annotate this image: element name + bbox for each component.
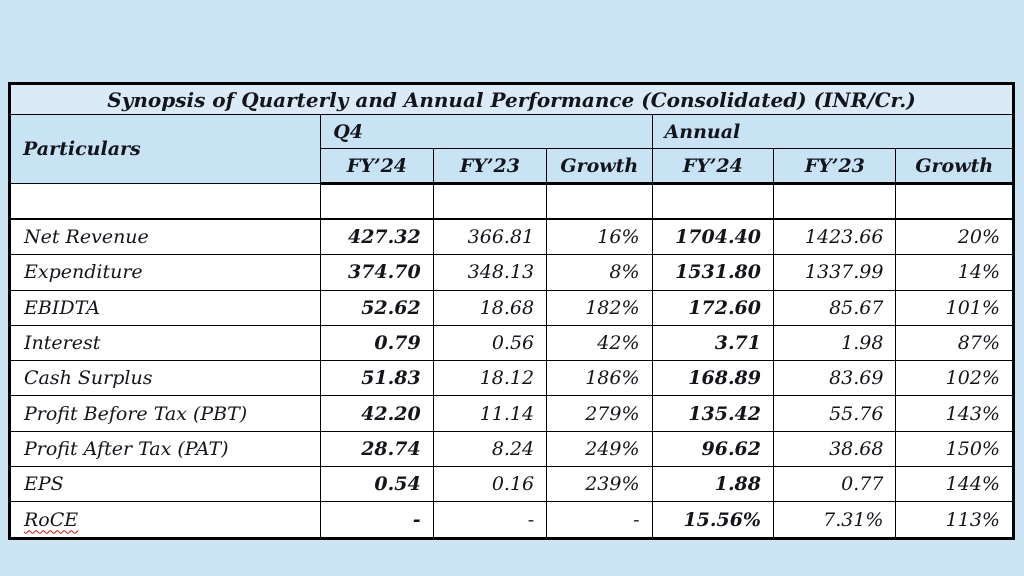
cell-q4-fy24: 427.32 — [320, 218, 434, 256]
cell-q4-fy24: - — [320, 501, 434, 539]
table-row-cash-surplus: Cash Surplus 51.83 18.12 186% 168.89 83.… — [8, 360, 1014, 397]
table-row-pbt: Profit Before Tax (PBT) 42.20 11.14 279%… — [8, 395, 1014, 432]
cell-annual-growth: 113% — [895, 501, 1014, 539]
cell-q4-growth: 42% — [546, 324, 653, 362]
cell-q4-fy24: 374.70 — [320, 254, 434, 291]
row-label: RoCE — [24, 508, 79, 531]
cell-q4-fy24: 51.83 — [320, 360, 434, 397]
cell-annual-growth: 87% — [895, 324, 1014, 362]
row-label: Cash Surplus — [8, 360, 322, 397]
cell-q4-growth: 239% — [546, 466, 653, 503]
cell-q4-growth: 182% — [546, 289, 653, 326]
annual-fy24-header: FY’24 — [651, 148, 775, 185]
cell-q4-growth: - — [546, 501, 653, 539]
annual-growth-header: Growth — [895, 148, 1014, 185]
table-row-eps: EPS 0.54 0.16 239% 1.88 0.77 144% — [8, 466, 1014, 503]
cell-q4-fy24: 42.20 — [320, 395, 434, 432]
row-label: EPS — [8, 466, 322, 503]
cell-q4-growth: 16% — [546, 218, 653, 256]
q4-fy23-header: FY’23 — [432, 148, 548, 185]
row-label: Net Revenue — [8, 218, 322, 256]
cell-q4-fy24: 0.79 — [320, 324, 434, 362]
performance-synopsis-table: Synopsis of Quarterly and Annual Perform… — [8, 82, 1015, 540]
q4-growth-header: Growth — [546, 148, 653, 185]
table-row-interest: Interest 0.79 0.56 42% 3.71 1.98 87% — [8, 324, 1014, 362]
column-group-header-row: Particulars Q4 Annual — [8, 114, 1015, 184]
cell-q4-fy23: 18.12 — [432, 360, 548, 397]
cell-annual-fy24: 172.60 — [651, 289, 775, 326]
cell-annual-fy24: 15.56% — [651, 501, 775, 539]
cell-q4-fy24: 0.54 — [320, 466, 434, 503]
row-label: Interest — [8, 324, 322, 362]
cell-annual-fy23: 7.31% — [772, 501, 897, 539]
cell-annual-growth: 20% — [895, 218, 1014, 256]
cell-q4-fy23: 0.16 — [432, 466, 548, 503]
cell-q4-growth: 279% — [546, 395, 653, 432]
row-label: Expenditure — [8, 254, 322, 291]
particulars-header: Particulars — [8, 114, 322, 184]
cell-q4-growth: 8% — [546, 254, 653, 291]
cell-q4-fy23: 348.13 — [432, 254, 548, 291]
cell-annual-growth: 150% — [895, 430, 1014, 468]
cell-annual-fy23: 0.77 — [772, 466, 897, 503]
sub-header-row: FY’24 FY’23 Growth FY’24 FY’23 Growth — [10, 148, 1014, 185]
table-row-expenditure: Expenditure 374.70 348.13 8% 1531.80 133… — [8, 254, 1014, 291]
empty-spacer-row — [8, 183, 1014, 220]
table-title: Synopsis of Quarterly and Annual Perform… — [9, 83, 1014, 115]
q4-fy24-header: FY’24 — [320, 148, 434, 185]
row-label: Profit Before Tax (PBT) — [8, 395, 322, 432]
cell-annual-fy23: 1.98 — [772, 324, 897, 362]
cell-q4-fy23: 366.81 — [432, 218, 548, 256]
q4-group-header: Q4 — [320, 114, 653, 149]
cell-q4-fy24: 28.74 — [320, 430, 434, 468]
cell-annual-fy24: 1.88 — [651, 466, 775, 503]
cell-q4-fy24: 52.62 — [320, 289, 434, 326]
cell-annual-fy23: 1337.99 — [772, 254, 897, 291]
cell-q4-fy23: 11.14 — [432, 395, 548, 432]
cell-q4-growth: 249% — [546, 430, 653, 468]
table-row-net-revenue: Net Revenue 427.32 366.81 16% 1704.40 14… — [8, 218, 1014, 256]
cell-annual-fy23: 38.68 — [772, 430, 897, 468]
cell-annual-fy23: 85.67 — [772, 289, 897, 326]
table-title-row: Synopsis of Quarterly and Annual Perform… — [9, 83, 1014, 115]
cell-annual-fy24: 1704.40 — [651, 218, 775, 256]
row-label: EBIDTA — [8, 289, 322, 326]
cell-annual-fy24: 3.71 — [651, 324, 775, 362]
cell-q4-fy23: 0.56 — [432, 324, 548, 362]
cell-annual-growth: 102% — [895, 360, 1014, 397]
cell-annual-fy23: 83.69 — [772, 360, 897, 397]
cell-annual-fy23: 1423.66 — [772, 218, 897, 256]
cell-annual-growth: 143% — [895, 395, 1014, 432]
annual-group-header: Annual — [651, 114, 1015, 149]
cell-q4-fy23: 18.68 — [432, 289, 548, 326]
cell-q4-fy23: 8.24 — [432, 430, 548, 468]
cell-annual-fy23: 55.76 — [772, 395, 897, 432]
cell-annual-growth: 101% — [895, 289, 1014, 326]
row-label: Profit After Tax (PAT) — [8, 430, 322, 468]
cell-annual-fy24: 96.62 — [651, 430, 775, 468]
cell-annual-growth: 14% — [895, 254, 1014, 291]
cell-annual-fy24: 168.89 — [651, 360, 775, 397]
annual-fy23-header: FY’23 — [772, 148, 897, 185]
cell-annual-fy24: 1531.80 — [651, 254, 775, 291]
cell-annual-growth: 144% — [895, 466, 1014, 503]
cell-q4-fy23: - — [432, 501, 548, 539]
table-row-pat: Profit After Tax (PAT) 28.74 8.24 249% 9… — [8, 430, 1014, 468]
table-row-roce: RoCE - - - 15.56% 7.31% 113% — [8, 501, 1014, 539]
cell-q4-growth: 186% — [546, 360, 653, 397]
table-row-ebidta: EBIDTA 52.62 18.68 182% 172.60 85.67 101… — [8, 289, 1014, 326]
cell-annual-fy24: 135.42 — [651, 395, 775, 432]
